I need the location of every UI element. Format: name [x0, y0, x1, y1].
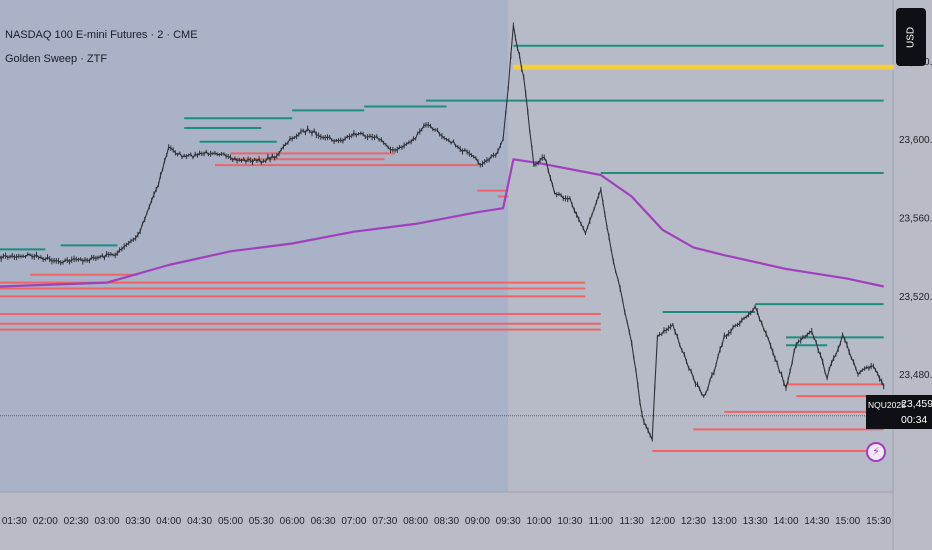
time-tick-label: 12:00 [650, 516, 675, 527]
session-background [508, 0, 893, 492]
time-tick-label: 05:30 [249, 516, 274, 527]
time-tick-label: 09:30 [496, 516, 521, 527]
time-tick-label: 07:30 [372, 516, 397, 527]
vwap-series-line [0, 158, 884, 288]
price-series [0, 22, 885, 442]
last-price-value: 23,459.00 [901, 398, 932, 410]
time-tick-label: 14:30 [804, 516, 829, 527]
lightning-icon[interactable]: ⚡ [866, 442, 886, 462]
time-tick-label: 02:30 [64, 516, 89, 527]
price-line [0, 25, 885, 442]
time-tick-label: 15:00 [835, 516, 860, 527]
price-tick-label: 23,600.00 [899, 135, 932, 146]
time-tick-label: 12:30 [681, 516, 706, 527]
time-tick-label: 13:30 [743, 516, 768, 527]
time-tick-label: 13:00 [712, 516, 737, 527]
last-price-tag: NQU2025 23,459.00 00:34 [866, 395, 932, 429]
price-scale-background [893, 0, 932, 550]
bar-countdown: 00:34 [901, 414, 928, 426]
price-tick-label: 23,560.00 [899, 214, 932, 225]
last-price-symbol: NQU2025 [868, 400, 906, 410]
time-scale-background [0, 492, 893, 550]
vwap-line [0, 158, 884, 288]
sweep-levels [0, 44, 894, 452]
time-tick-label: 06:00 [280, 516, 305, 527]
time-tick-label: 05:00 [218, 516, 243, 527]
currency-badge[interactable]: USD [896, 8, 926, 66]
indicator-title[interactable]: Golden Sweep · ZTF [5, 53, 108, 65]
price-tick-label: 23,520.00 [899, 292, 932, 303]
time-tick-label: 11:00 [589, 516, 614, 527]
time-tick-label: 11:30 [620, 516, 645, 527]
time-tick-label: 04:00 [156, 516, 181, 527]
symbol-title[interactable]: NASDAQ 100 E-mini Futures · 2 · CME [5, 29, 198, 41]
time-tick-label: 14:00 [773, 516, 798, 527]
time-tick-label: 08:00 [403, 516, 428, 527]
time-tick-label: 03:30 [125, 516, 150, 527]
price-tick-label: 23,480.00 [899, 370, 932, 381]
time-tick-label: 10:30 [557, 516, 582, 527]
time-tick-label: 08:30 [434, 516, 459, 527]
time-tick-label: 03:00 [94, 516, 119, 527]
time-tick-label: 02:00 [33, 516, 58, 527]
time-tick-label: 04:30 [187, 516, 212, 527]
time-tick-label: 01:30 [2, 516, 27, 527]
time-tick-label: 09:00 [465, 516, 490, 527]
time-tick-label: 15:30 [866, 516, 891, 527]
time-tick-label: 10:00 [527, 516, 552, 527]
time-tick-label: 07:00 [341, 516, 366, 527]
time-tick-label: 06:30 [311, 516, 336, 527]
